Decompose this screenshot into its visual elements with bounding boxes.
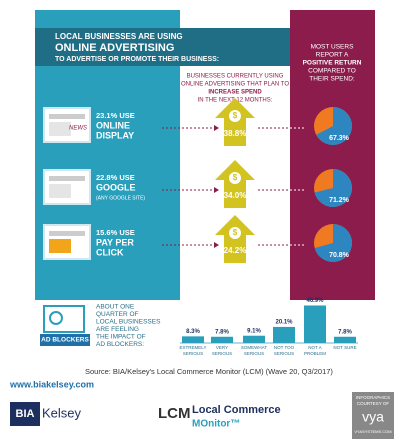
logo-text: MOnitor™ [192,419,240,430]
dollar-circle [229,227,241,239]
ad-text: THE IMPACT OF [96,334,146,341]
bar-label: 8.3% [186,329,200,335]
middle-header: BUSINESSES CURRENTLY USING [187,74,284,80]
dollar: $ [233,228,238,237]
icon-content [49,176,85,181]
channel-name: GOOGLE [96,182,136,192]
usage: 15.6% USE [96,228,135,237]
logo-text: LCM [158,405,191,422]
bar-label: 7.8% [338,329,352,335]
ad-text: LOCAL BUSINESSES [96,319,161,326]
bar [273,326,295,343]
right-header: COMPARED TO [308,68,356,75]
bar-category: NOT SURE [333,345,356,350]
channel-name: PAY PER [96,237,134,247]
dollar: $ [233,173,238,182]
bar [211,336,233,343]
channel-name: DISPLAY [96,130,134,140]
dollar-circle [229,172,241,184]
logo-text: Kelsey [42,405,82,420]
bar-category: VERY [216,345,228,350]
icon-content [49,231,85,236]
usage: 22.8% USE [96,173,135,182]
icon-content [49,184,71,198]
pie-slice [314,224,352,263]
icon-content [49,239,71,253]
bar-category: NOT TOO [274,345,295,350]
bar-category: NOT A [308,345,321,350]
bia-logo-box [10,402,40,426]
pie-slice [314,169,353,207]
channel-name: CLICK [96,247,124,257]
bar [334,336,356,343]
middle-header: ONLINE ADVERTISING THAT PLAN TO [181,82,289,88]
bar-label: 9.1% [247,328,261,334]
bar-category: SERIOUS [244,351,264,356]
middle-header: INCREASE SPEND [208,90,262,96]
logo-text: BIA [16,408,35,420]
icon-content [49,114,85,119]
bar-category: PROBLEM [304,351,326,356]
ad-text: NEWS [69,126,87,132]
connector-head [214,125,219,131]
channel-name: ONLINE [96,120,130,130]
bar [243,335,265,343]
dollar-circle [229,110,241,122]
bar-category: SERIOUS [183,351,203,356]
right-header: MOST USERS [311,44,355,51]
usage: 23.1% USE [96,111,135,120]
channel-note: (ANY GOOGLE SITE) [96,195,145,201]
return-label: 67.3% [329,135,350,142]
logo-text: vya [362,409,384,425]
increase: 34.0% [224,191,247,200]
increase: 24.2% [224,246,247,255]
header-band [35,28,290,66]
ad-text: ARE FEELING [96,326,139,333]
header-line: ONLINE ADVERTISING [55,42,174,54]
link[interactable]: www.biakelsey.com [9,379,94,389]
ad-text: ABOUT ONE [96,304,135,311]
connector-head [214,187,219,193]
ad-icon-block [49,311,63,325]
return-label: 70.8% [329,252,350,259]
logo-text: COURTESY OF [357,401,390,406]
bar [182,336,204,343]
ad-label: AD BLOCKERS [41,337,89,344]
bar-category: SOMEWHAT [241,345,267,350]
bar-category: SERIOUS [212,351,232,356]
dollar: $ [233,111,238,120]
bar-label: 46.9% [306,298,324,304]
vya-logo-box [352,392,394,439]
bar-label: 20.1% [275,319,293,325]
source: Source: BIA/Kelsey's Local Commerce Moni… [85,367,333,376]
logo-text: VYASYSTEMS.COM [354,429,391,434]
increase: 38.8% [224,129,247,138]
right-header: REPORT A [316,52,349,59]
header-line: TO ADVERTISE OR PROMOTE THEIR BUSINESS: [55,56,219,63]
connector-head [214,242,219,248]
return-label: 71.2% [329,197,350,204]
bar-category: SERIOUS [274,351,294,356]
bar-category: EXTREMELY [180,345,207,350]
right-header: POSITIVE RETURN [303,60,362,67]
right-header: THEIR SPEND: [309,76,355,83]
pie-slice [316,107,352,146]
icon-content [49,122,71,136]
ad-label-box [40,334,90,346]
logo-text: INFOGRAPHICS [356,395,390,400]
bar [304,305,326,343]
bar-label: 7.8% [215,329,229,335]
logo-text: Local Commerce [192,404,281,416]
ad-text: QUARTER OF [96,311,139,318]
header-line: LOCAL BUSINESSES ARE USING [55,32,183,41]
ad-text: AD BLOCKERS: [96,341,144,348]
